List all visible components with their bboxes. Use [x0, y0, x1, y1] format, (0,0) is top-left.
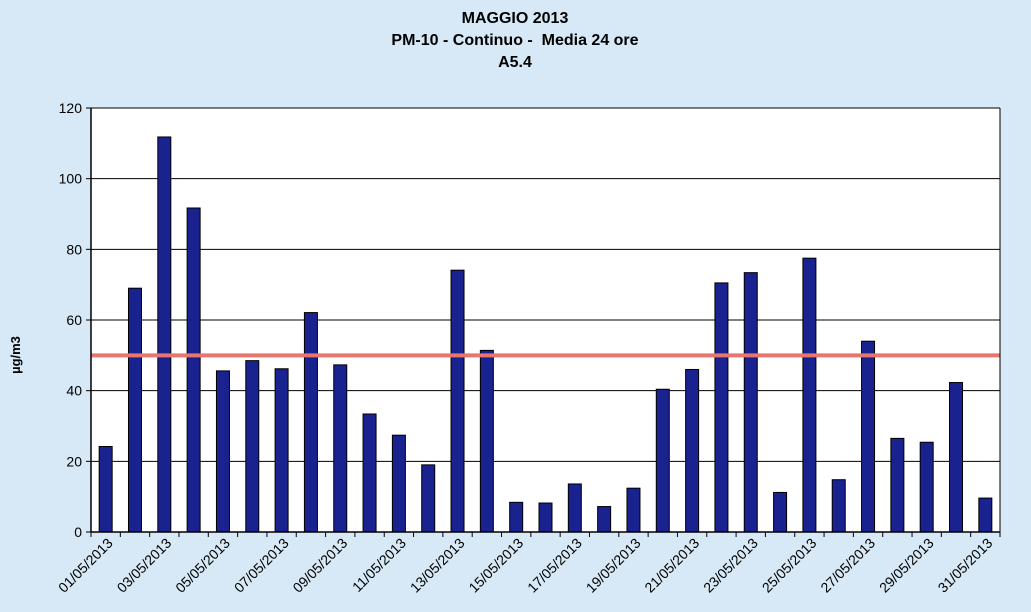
bar — [890, 437, 905, 533]
bar — [157, 136, 172, 533]
x-tick-label: 05/05/2013 — [172, 535, 233, 596]
bar — [186, 207, 201, 533]
x-tick-label: 31/05/2013 — [935, 535, 996, 596]
bar — [714, 282, 729, 533]
x-tick-label: 25/05/2013 — [759, 535, 820, 596]
bar — [98, 445, 113, 533]
bar — [127, 287, 142, 533]
bar — [597, 506, 612, 533]
x-tick-label: 23/05/2013 — [700, 535, 761, 596]
y-tick-label: 0 — [74, 524, 82, 540]
x-tick-label: 01/05/2013 — [55, 535, 116, 596]
axes — [86, 107, 1001, 537]
y-tick-label: 40 — [66, 383, 82, 399]
bar — [655, 388, 670, 533]
x-tick-labels: 01/05/201303/05/201305/05/201307/05/2013… — [55, 535, 996, 596]
bar — [743, 272, 758, 533]
bar — [362, 413, 377, 533]
bars — [98, 136, 993, 533]
x-tick-label: 03/05/2013 — [114, 535, 175, 596]
x-tick-label: 13/05/2013 — [407, 535, 468, 596]
bar — [421, 464, 436, 533]
x-tick-label: 27/05/2013 — [817, 535, 878, 596]
chart-title-line-2: PM-10 - Continuo - Media 24 ore — [391, 32, 638, 49]
x-tick-label: 29/05/2013 — [876, 535, 937, 596]
bar — [567, 483, 582, 533]
bar — [949, 382, 964, 533]
x-tick-label: 07/05/2013 — [231, 535, 292, 596]
bar — [509, 501, 524, 533]
y-tick-label: 60 — [66, 312, 82, 328]
bar — [919, 441, 934, 533]
gridlines — [91, 107, 1000, 462]
bar — [303, 312, 318, 533]
y-tick-label: 20 — [66, 453, 82, 469]
y-tick-label: 80 — [66, 241, 82, 257]
x-tick-label: 11/05/2013 — [349, 535, 409, 595]
y-tick-label: 100 — [59, 171, 83, 187]
x-tick-label: 09/05/2013 — [289, 535, 350, 596]
chart-title-line-1: MAGGIO 2013 — [462, 10, 569, 27]
bar — [245, 360, 260, 533]
bar — [333, 364, 348, 533]
bar — [391, 434, 406, 533]
x-tick-label: 17/05/2013 — [524, 535, 585, 596]
x-tick-label: 19/05/2013 — [583, 535, 644, 596]
bar — [861, 340, 876, 533]
y-axis-title: µg/m3 — [8, 336, 23, 374]
bar — [773, 491, 788, 533]
y-tick-labels: 0 20 40 60 80 100 120 — [59, 100, 83, 540]
bar — [274, 368, 289, 533]
bar — [802, 257, 817, 533]
x-tick-label: 15/05/2013 — [465, 535, 526, 596]
bar — [538, 502, 553, 533]
bar — [215, 370, 230, 533]
bar — [479, 349, 494, 533]
bar — [978, 497, 993, 533]
y-tick-label: 120 — [59, 100, 83, 116]
bar — [450, 269, 465, 533]
bar — [831, 479, 846, 533]
bar — [685, 368, 700, 533]
x-tick-label: 21/05/2013 — [641, 535, 702, 596]
bar — [626, 487, 641, 533]
chart-title-line-3: A5.4 — [498, 54, 532, 71]
